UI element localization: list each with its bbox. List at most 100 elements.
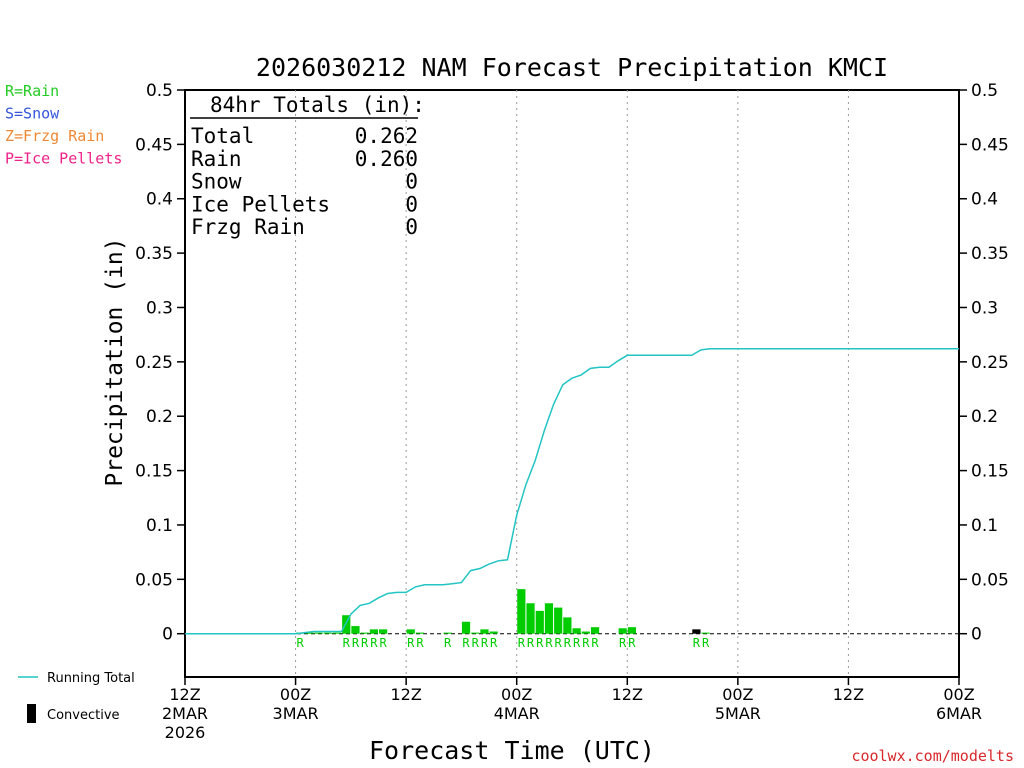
precip-bar — [572, 628, 581, 634]
precip-type-label: R — [444, 636, 452, 650]
precip-bar — [406, 629, 415, 634]
precip-bar — [415, 632, 425, 634]
precip-type-label: R — [582, 636, 590, 650]
precip-type-label: R — [416, 636, 424, 650]
precip-type-label: R — [545, 636, 553, 650]
precip-type-label: R — [379, 636, 387, 650]
totals-row-value: 0 — [405, 192, 418, 216]
precip-type-label: R — [591, 636, 599, 650]
precip-type-legend: R=Rain S=Snow Z=Frzg Rain P=Ice Pellets — [5, 82, 122, 168]
precip-bar — [489, 631, 498, 634]
precip-type-label: R — [370, 636, 378, 650]
legend-type-entry: R=Rain — [5, 82, 59, 100]
y-tick-label-left: 0.05 — [135, 570, 173, 590]
y-axis-label: Precipitation (in) — [102, 237, 128, 486]
totals-row-label: Frzg Rain — [191, 215, 305, 239]
x-tick-label: 12Z — [612, 685, 643, 704]
precip-bar — [471, 632, 480, 634]
precip-type-label: R — [343, 636, 351, 650]
precip-bar — [563, 617, 572, 634]
convective-legend-label: Convective — [47, 708, 120, 723]
y-tick-label-right: 0.4 — [971, 190, 998, 210]
precip-bars — [296, 589, 710, 634]
precip-bar — [554, 607, 563, 634]
precip-type-label: R — [462, 636, 470, 650]
precip-type-label: R — [536, 636, 544, 650]
precip-bar — [443, 632, 452, 634]
precip-bar — [692, 629, 701, 634]
y-tick-label-left: 0.2 — [146, 407, 173, 427]
y-tick-label-right: 0.1 — [971, 516, 998, 536]
precip-type-label: R — [555, 636, 563, 650]
precip-bar — [701, 632, 710, 634]
y-tick-label-right: 0.15 — [971, 462, 1009, 482]
precip-type-label: R — [472, 636, 480, 650]
chart-title: 2026030212 NAM Forecast Precipitation KM… — [256, 53, 888, 82]
precip-type-label: R — [361, 636, 369, 650]
x-axis-label: Forecast Time (UTC) — [369, 736, 655, 765]
totals-header: 84hr Totals (in): — [210, 93, 425, 117]
precip-type-label: R — [518, 636, 526, 650]
totals-row-label: Total — [191, 124, 254, 148]
x-tick-label: 00Z — [280, 685, 311, 704]
precip-bar — [627, 627, 636, 634]
precip-bar — [369, 629, 378, 634]
precip-type-label: R — [702, 636, 710, 650]
precip-type-label: R — [564, 636, 572, 650]
running-total-line — [185, 348, 959, 635]
y-tick-label-left: 0.5 — [146, 81, 173, 101]
precip-type-label: R — [490, 636, 498, 650]
precip-type-label: R — [628, 636, 636, 650]
precip-bar — [618, 628, 627, 634]
totals-row-value: 0 — [405, 215, 418, 239]
credit-text: coolwx.com/modelts — [851, 747, 1014, 765]
precip-bar — [305, 632, 314, 634]
y-tick-label-right: 0.25 — [971, 353, 1009, 373]
x-tick-label: 5MAR — [715, 704, 761, 723]
totals-row-label: Snow — [191, 170, 242, 194]
running-total-legend-label: Running Total — [47, 671, 135, 686]
legend-type-entry: P=Ice Pellets — [5, 150, 122, 168]
y-tick-label-right: 0.2 — [971, 407, 998, 427]
precip-bar — [581, 631, 590, 634]
totals-row-label: Rain — [191, 147, 242, 171]
precip-bar — [323, 632, 332, 634]
series-legend: Running Total Convective — [18, 671, 135, 723]
y-tick-label-left: 0.45 — [135, 135, 173, 155]
y-tick-label-left: 0 — [162, 625, 173, 645]
precip-type-label: R — [693, 636, 701, 650]
totals-row-value: 0 — [405, 170, 418, 194]
totals-row-value: 0.262 — [355, 124, 418, 148]
x-tick-label: 00Z — [501, 685, 532, 704]
y-tick-label-left: 0.15 — [135, 462, 173, 482]
y-axis-right: 0 0.05 0.1 0.15 0.2 0.25 0.3 0.35 0.4 0.45 0.5 — [959, 81, 1009, 645]
x-tick-label: 12Z — [833, 685, 864, 704]
x-tick-label: 00Z — [722, 685, 753, 704]
precip-type-label: R — [481, 636, 489, 650]
precip-type-label: R — [619, 636, 627, 650]
precip-type-label: R — [352, 636, 360, 650]
precip-bar — [379, 629, 388, 634]
precip-bar — [526, 603, 535, 634]
precip-bar — [342, 615, 351, 634]
y-tick-label-right: 0.35 — [971, 244, 1009, 264]
x-tick-label: 6MAR — [936, 704, 982, 723]
totals-row-label: Ice Pellets — [191, 192, 330, 216]
precip-type-label: R — [527, 636, 535, 650]
precip-type-label: R — [573, 636, 581, 650]
precip-bar — [535, 610, 544, 634]
y-tick-label-left: 0.1 — [146, 516, 173, 536]
x-tick-label: 00Z — [943, 685, 974, 704]
y-tick-label-right: 0 — [971, 625, 982, 645]
y-tick-label-left: 0.25 — [135, 353, 173, 373]
y-tick-label-right: 0.3 — [971, 298, 998, 318]
precip-bar — [590, 627, 600, 634]
totals-box: 84hr Totals (in): Total 0.262 Rain 0.260 Sno… — [190, 93, 425, 239]
y-tick-label-right: 0.5 — [971, 81, 998, 101]
precip-type-label: R — [297, 636, 305, 650]
plot-frame — [184, 89, 960, 678]
y-tick-label-left: 0.35 — [135, 244, 173, 264]
